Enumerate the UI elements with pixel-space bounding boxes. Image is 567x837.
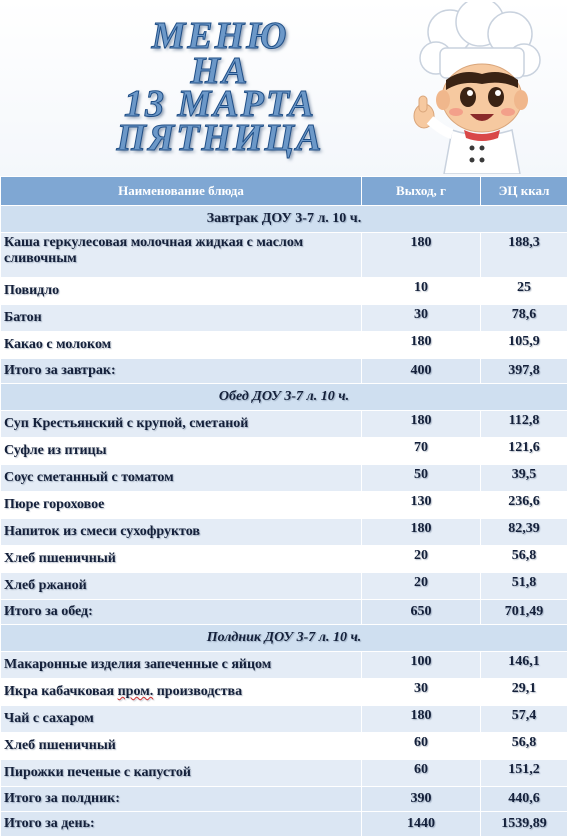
dish-weight: 180 <box>362 233 481 278</box>
dish-weight: 100 <box>362 652 481 679</box>
table-row: Хлеб пшеничный 60 56,8 <box>1 733 567 760</box>
menu-header: МЕНЮ НА 13 МАРТА ПЯТНИЦА <box>0 0 567 176</box>
total-row-day: Итого за день: 1440 1539,89 <box>1 812 567 837</box>
section-lunch: Обед ДОУ 3-7 л. 10 ч. <box>1 384 567 411</box>
dish-name-part: Икра кабачковая <box>4 684 118 699</box>
dish-kcal: 39,5 <box>481 465 567 492</box>
dish-name: Напиток из смеси сухофруктов <box>1 519 362 546</box>
table-row: Соус сметанный с томатом 50 39,5 <box>1 465 567 492</box>
header-kcal: ЭЦ ккал <box>481 177 567 206</box>
total-label: Итого за обед: <box>1 600 362 625</box>
header-dish-name: Наименование блюда <box>1 177 362 206</box>
dish-name: Суфле из птицы <box>1 438 362 465</box>
dish-kcal: 56,8 <box>481 733 567 760</box>
table-row: Напиток из смеси сухофруктов 180 82,39 <box>1 519 567 546</box>
dish-kcal: 151,2 <box>481 760 567 787</box>
table-row: Пюре гороховое 130 236,6 <box>1 492 567 519</box>
table-row: Хлеб пшеничный 20 56,8 <box>1 546 567 573</box>
dish-weight: 180 <box>362 332 481 359</box>
dish-name: Хлеб пшеничный <box>1 546 362 573</box>
dish-kcal: 105,9 <box>481 332 567 359</box>
dish-kcal: 146,1 <box>481 652 567 679</box>
section-snack: Полдник ДОУ 3-7 л. 10 ч. <box>1 625 567 652</box>
total-weight: 1440 <box>362 812 481 837</box>
dish-kcal: 236,6 <box>481 492 567 519</box>
section-breakfast: Завтрак ДОУ 3-7 л. 10 ч. <box>1 206 567 233</box>
dish-kcal: 121,6 <box>481 438 567 465</box>
total-row-lunch: Итого за обед: 650 701,49 <box>1 600 567 625</box>
total-weight: 390 <box>362 787 481 812</box>
total-kcal: 701,49 <box>481 600 567 625</box>
dish-kcal: 51,8 <box>481 573 567 600</box>
table-row: Суп Крестьянский с крупой, сметаной 180 … <box>1 411 567 438</box>
total-label: Итого за завтрак: <box>1 359 362 384</box>
menu-table: Наименование блюда Выход, г ЭЦ ккал Завт… <box>0 176 567 837</box>
table-row: Макаронные изделия запеченные с яйцом 10… <box>1 652 567 679</box>
dish-weight: 30 <box>362 679 481 706</box>
dish-kcal: 188,3 <box>481 233 567 278</box>
table-row: Батон 30 78,6 <box>1 305 567 332</box>
table-row: Хлеб ржаной 20 51,8 <box>1 573 567 600</box>
dish-kcal: 78,6 <box>481 305 567 332</box>
dish-weight: 30 <box>362 305 481 332</box>
dish-name: Икра кабачковая пром. производства <box>1 679 362 706</box>
dish-name: Хлеб ржаной <box>1 573 362 600</box>
dish-name: Пюре гороховое <box>1 492 362 519</box>
total-label: Итого за полдник: <box>1 787 362 812</box>
table-row: Икра кабачковая пром. производства 30 29… <box>1 679 567 706</box>
dish-name-part: производства <box>153 684 242 699</box>
dish-weight: 180 <box>362 706 481 733</box>
total-kcal: 397,8 <box>481 359 567 384</box>
dish-name: Какао с молоком <box>1 332 362 359</box>
total-weight: 650 <box>362 600 481 625</box>
section-title: Полдник ДОУ 3-7 л. 10 ч. <box>1 625 567 652</box>
dish-weight: 60 <box>362 733 481 760</box>
dish-weight: 10 <box>362 278 481 305</box>
dish-name: Суп Крестьянский с крупой, сметаной <box>1 411 362 438</box>
table-row: Чай с сахаром 180 57,4 <box>1 706 567 733</box>
total-weight: 400 <box>362 359 481 384</box>
dish-kcal: 82,39 <box>481 519 567 546</box>
title-weekday: ПЯТНИЦА <box>100 116 340 160</box>
dish-name: Пирожки печеные с капустой <box>1 760 362 787</box>
dish-kcal: 29,1 <box>481 679 567 706</box>
header-weight: Выход, г <box>362 177 481 206</box>
dish-name: Чай с сахаром <box>1 706 362 733</box>
section-title: Завтрак ДОУ 3-7 л. 10 ч. <box>1 206 567 233</box>
dish-weight: 20 <box>362 546 481 573</box>
dish-weight: 130 <box>362 492 481 519</box>
dish-kcal: 56,8 <box>481 546 567 573</box>
table-header-row: Наименование блюда Выход, г ЭЦ ккал <box>1 177 567 206</box>
dish-weight: 20 <box>362 573 481 600</box>
dish-name: Макаронные изделия запеченные с яйцом <box>1 652 362 679</box>
dish-name: Хлеб пшеничный <box>1 733 362 760</box>
total-row-snack: Итого за полдник: 390 440,6 <box>1 787 567 812</box>
dish-name-abbrev: пром. <box>118 684 154 699</box>
dish-weight: 60 <box>362 760 481 787</box>
dish-name: Соус сметанный с томатом <box>1 465 362 492</box>
total-kcal: 440,6 <box>481 787 567 812</box>
table-row: Каша геркулесовая молочная жидкая с масл… <box>1 233 567 278</box>
dish-weight: 180 <box>362 411 481 438</box>
dish-kcal: 112,8 <box>481 411 567 438</box>
total-row-breakfast: Итого за завтрак: 400 397,8 <box>1 359 567 384</box>
total-label: Итого за день: <box>1 812 362 837</box>
table-row: Повидло 10 25 <box>1 278 567 305</box>
dish-weight: 50 <box>362 465 481 492</box>
chef-illustration <box>402 2 552 174</box>
table-row: Пирожки печеные с капустой 60 151,2 <box>1 760 567 787</box>
dish-weight: 70 <box>362 438 481 465</box>
dish-name: Батон <box>1 305 362 332</box>
section-title: Обед ДОУ 3-7 л. 10 ч. <box>1 384 567 411</box>
table-row: Суфле из птицы 70 121,6 <box>1 438 567 465</box>
table-row: Какао с молоком 180 105,9 <box>1 332 567 359</box>
dish-name: Каша геркулесовая молочная жидкая с масл… <box>1 233 362 278</box>
dish-kcal: 25 <box>481 278 567 305</box>
total-kcal: 1539,89 <box>481 812 567 837</box>
dish-kcal: 57,4 <box>481 706 567 733</box>
dish-weight: 180 <box>362 519 481 546</box>
dish-name: Повидло <box>1 278 362 305</box>
